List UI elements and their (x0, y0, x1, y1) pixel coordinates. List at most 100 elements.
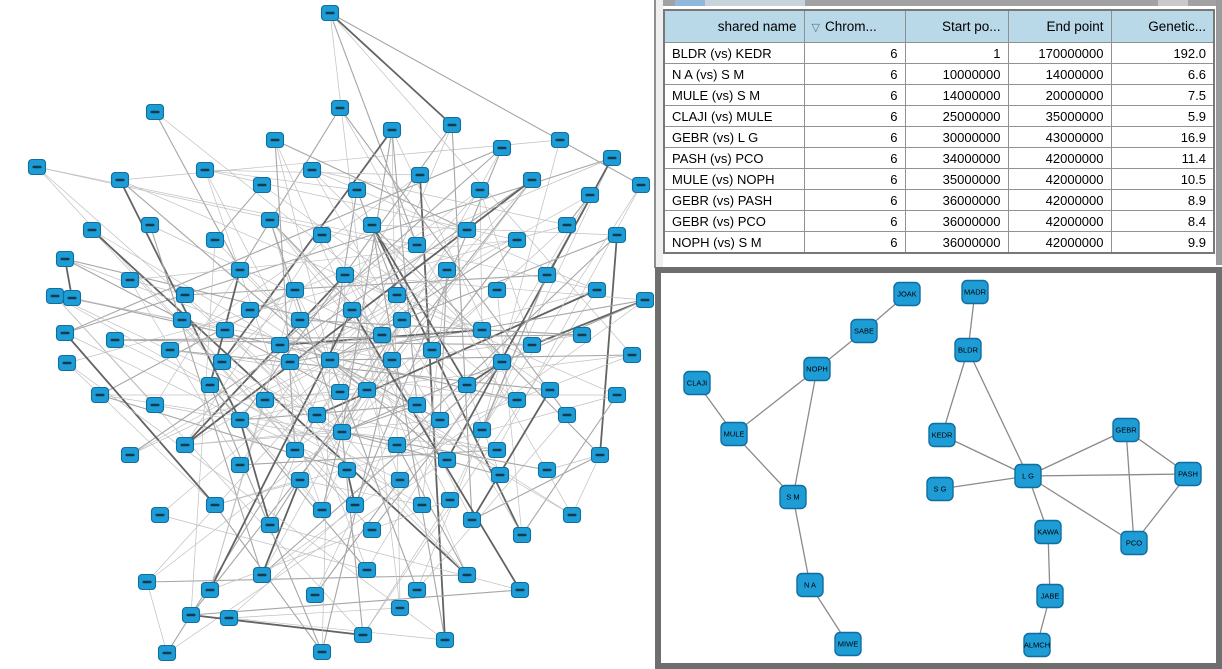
overview-node[interactable] (407, 581, 427, 599)
overview-node[interactable] (160, 341, 180, 359)
overview-node[interactable] (490, 466, 510, 484)
overview-node[interactable] (557, 406, 577, 424)
overview-node[interactable] (90, 386, 110, 404)
overview-node[interactable] (252, 176, 272, 194)
overview-node[interactable] (280, 353, 300, 371)
table-row[interactable]: N A (vs) S M 6 10000000 14000000 6.6 (663, 63, 1215, 85)
node-l-g[interactable]: L G (1014, 463, 1042, 489)
overview-node[interactable] (487, 281, 507, 299)
overview-node[interactable] (622, 346, 642, 364)
overview-node[interactable] (285, 441, 305, 459)
table-row[interactable]: GEBR (vs) PCO 6 36000000 42000000 8.4 (663, 210, 1215, 232)
node-gebr[interactable]: GEBR (1112, 417, 1140, 443)
overview-node[interactable] (562, 506, 582, 524)
overview-node[interactable] (312, 226, 332, 244)
overview-node[interactable] (219, 609, 239, 627)
column-header-end-point[interactable]: End point (1007, 9, 1112, 43)
overview-node[interactable] (230, 456, 250, 474)
overview-node[interactable] (580, 186, 600, 204)
overview-node[interactable] (27, 158, 47, 176)
table-row[interactable]: CLAJI (vs) MULE 6 25000000 35000000 5.9 (663, 105, 1215, 127)
table-row[interactable]: GEBR (vs) L G 6 30000000 43000000 16.9 (663, 126, 1215, 148)
overview-node[interactable] (195, 161, 215, 179)
overview-node[interactable] (270, 336, 290, 354)
overview-node[interactable] (407, 396, 427, 414)
overview-node[interactable] (260, 516, 280, 534)
node-almch[interactable]: ALMCH (1023, 632, 1051, 658)
overview-node[interactable] (55, 324, 75, 342)
node-kedr[interactable]: KEDR (928, 422, 956, 448)
overview-node[interactable] (181, 606, 201, 624)
overview-node[interactable] (205, 231, 225, 249)
overview-node[interactable] (110, 171, 130, 189)
overview-node[interactable] (82, 221, 102, 239)
overview-node[interactable] (457, 376, 477, 394)
overview-node[interactable] (200, 581, 220, 599)
overview-node[interactable] (510, 581, 530, 599)
overview-node[interactable] (345, 496, 365, 514)
overview-node[interactable] (457, 566, 477, 584)
overview-node[interactable] (337, 461, 357, 479)
table-row[interactable]: NOPH (vs) S M 6 36000000 42000000 9.9 (663, 231, 1215, 254)
overview-node[interactable] (557, 216, 577, 234)
overview-node[interactable] (120, 446, 140, 464)
overview-node[interactable] (437, 261, 457, 279)
overview-node[interactable] (550, 131, 570, 149)
overview-node[interactable] (230, 261, 250, 279)
overview-node[interactable] (357, 561, 377, 579)
overview-node[interactable] (407, 236, 427, 254)
overview-node[interactable] (412, 496, 432, 514)
overview-node[interactable] (512, 526, 532, 544)
overview-node[interactable] (335, 266, 355, 284)
overview-node[interactable] (387, 436, 407, 454)
table-row[interactable]: MULE (vs) NOPH 6 35000000 42000000 10.5 (663, 168, 1215, 190)
overview-node[interactable] (290, 311, 310, 329)
overview-node[interactable] (230, 411, 250, 429)
column-header-start-po-[interactable]: Start po... (904, 9, 1009, 43)
node-n-a[interactable]: N A (796, 572, 824, 598)
overview-node[interactable] (507, 391, 527, 409)
overview-node[interactable] (362, 521, 382, 539)
table-row[interactable]: BLDR (vs) KEDR 6 1 170000000 192.0 (663, 42, 1215, 64)
overview-node[interactable] (302, 161, 322, 179)
overview-node[interactable] (357, 381, 377, 399)
overview-node[interactable] (507, 231, 527, 249)
overview-node[interactable] (392, 311, 412, 329)
overview-node[interactable] (240, 301, 260, 319)
panel-divider[interactable] (654, 0, 656, 268)
overview-node[interactable] (150, 506, 170, 524)
node-jabe[interactable]: JABE (1036, 583, 1064, 609)
node-s-g[interactable]: S G (926, 476, 954, 502)
overview-node[interactable] (312, 501, 332, 519)
overview-node[interactable] (137, 573, 157, 591)
overview-node[interactable] (382, 351, 402, 369)
node-pco[interactable]: PCO (1120, 530, 1148, 556)
overview-node[interactable] (265, 131, 285, 149)
column-header-genetic-[interactable]: Genetic... (1110, 9, 1215, 43)
overview-node[interactable] (172, 311, 192, 329)
node-joak[interactable]: JOAK (893, 281, 921, 307)
overview-node[interactable] (342, 301, 362, 319)
node-sabe[interactable]: SABE (850, 318, 878, 344)
subnetwork-canvas[interactable]: JOAK MADR SABE BLDR NOPH CLAJI GEBR MULE KEDR L G… (661, 273, 1216, 663)
overview-node[interactable] (422, 341, 442, 359)
overview-node[interactable] (252, 566, 272, 584)
overview-node[interactable] (362, 216, 382, 234)
overview-node[interactable] (290, 471, 310, 489)
overview-node[interactable] (105, 331, 125, 349)
node-noph[interactable]: NOPH (803, 356, 831, 382)
overview-node[interactable] (537, 461, 557, 479)
overview-node[interactable] (430, 411, 450, 429)
node-madr[interactable]: MADR (961, 279, 989, 305)
overview-node[interactable] (175, 436, 195, 454)
overview-node[interactable] (435, 631, 455, 649)
node-s-m[interactable]: S M (779, 484, 807, 510)
node-claji[interactable]: CLAJI (683, 370, 711, 396)
overview-node[interactable] (157, 644, 177, 662)
overview-node[interactable] (145, 396, 165, 414)
overview-node[interactable] (55, 250, 75, 268)
overview-node[interactable] (540, 381, 560, 399)
overview-node[interactable] (390, 471, 410, 489)
overview-node[interactable] (330, 383, 350, 401)
overview-node[interactable] (522, 171, 542, 189)
